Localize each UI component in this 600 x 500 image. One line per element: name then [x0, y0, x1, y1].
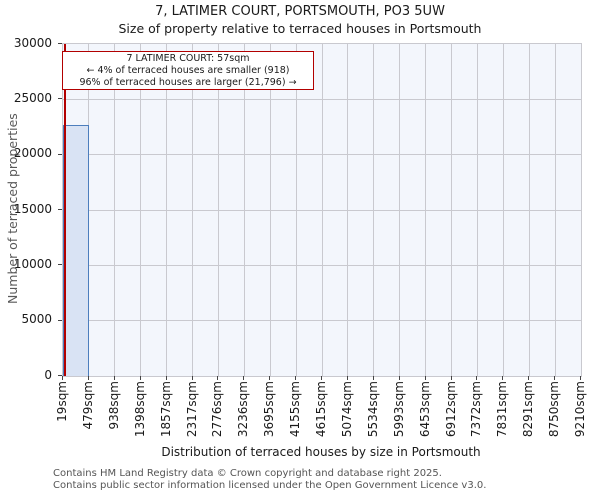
- x-tick-mark: [424, 376, 426, 380]
- x-tick-label: 5074sqm: [339, 381, 354, 438]
- x-tick-label: 7831sqm: [495, 381, 510, 438]
- y-gridline: [63, 98, 581, 100]
- annotation-line-2: ← 4% of terraced houses are smaller (918…: [86, 64, 290, 76]
- chart-subtitle: Size of property relative to terraced ho…: [118, 21, 482, 36]
- x-tick-mark: [165, 376, 167, 380]
- footer-line-1: Contains HM Land Registry data © Crown c…: [53, 468, 442, 479]
- x-tick-mark: [554, 376, 556, 380]
- x-tick-mark: [476, 376, 478, 380]
- property-size-marker-line: [64, 44, 67, 376]
- x-tick-mark: [398, 376, 400, 380]
- y-tick-label: 15000: [13, 201, 52, 216]
- x-axis-label: Distribution of terraced houses by size …: [161, 445, 481, 459]
- x-tick-label: 4615sqm: [314, 381, 328, 438]
- y-tick-label: 10000: [13, 256, 52, 271]
- x-tick-label: 6912sqm: [443, 381, 458, 438]
- y-tick-label: 5000: [21, 312, 52, 327]
- y-tick-mark: [58, 98, 62, 100]
- x-tick-label: 4155sqm: [288, 381, 303, 438]
- x-tick-mark: [269, 376, 271, 380]
- y-tick-mark: [58, 319, 62, 321]
- histogram-bar: [63, 124, 89, 376]
- x-tick-label: 8750sqm: [547, 381, 562, 438]
- x-tick-mark: [113, 376, 115, 380]
- x-tick-mark: [62, 376, 63, 380]
- x-tick-label: 6453sqm: [417, 381, 432, 438]
- x-tick-label: 2317sqm: [184, 381, 199, 438]
- x-tick-label: 2776sqm: [210, 381, 225, 438]
- y-gridline: [63, 209, 581, 211]
- x-tick-mark: [450, 376, 452, 380]
- x-tick-mark: [502, 376, 504, 380]
- x-tick-label: 479sqm: [80, 381, 95, 430]
- x-tick-mark: [528, 376, 530, 380]
- x-tick-mark: [139, 376, 141, 380]
- y-tick-mark: [58, 375, 62, 376]
- y-tick-mark: [58, 153, 62, 155]
- chart-title: 7, LATIMER COURT, PORTSMOUTH, PO3 5UW: [155, 4, 445, 19]
- x-tick-mark: [321, 376, 322, 380]
- y-tick-label: 30000: [13, 35, 52, 50]
- x-tick-label: 9210sqm: [573, 381, 587, 438]
- y-gridline: [63, 154, 581, 156]
- x-tick-mark: [243, 376, 245, 380]
- x-tick-label: 5993sqm: [391, 381, 406, 438]
- y-tick-label: 20000: [13, 146, 52, 161]
- x-tick-label: 938sqm: [106, 381, 121, 430]
- y-tick-mark: [58, 43, 62, 44]
- y-tick-label: 25000: [13, 90, 52, 105]
- x-tick-mark: [191, 376, 193, 380]
- y-tick-mark: [58, 264, 62, 266]
- annotation-line-3: 96% of terraced houses are larger (21,79…: [79, 76, 297, 88]
- x-tick-label: 5534sqm: [365, 381, 380, 438]
- x-tick-mark: [372, 376, 374, 380]
- x-tick-label: 3695sqm: [262, 381, 277, 438]
- copyright-footer: Contains HM Land Registry data © Crown c…: [53, 468, 486, 493]
- x-tick-mark: [580, 376, 581, 380]
- y-gridline: [63, 320, 581, 322]
- x-tick-label: 7372sqm: [469, 381, 484, 438]
- plot-area: 7 LATIMER COURT: 57sqm ← 4% of terraced …: [62, 43, 582, 377]
- annotation-line-1: 7 LATIMER COURT: 57sqm: [126, 53, 250, 64]
- x-tick-label: 19sqm: [55, 381, 69, 422]
- footer-line-2: Contains public sector information licen…: [53, 480, 487, 492]
- y-tick-mark: [58, 209, 62, 210]
- x-tick-mark: [295, 376, 297, 380]
- annotation-box: 7 LATIMER COURT: 57sqm ← 4% of terraced …: [62, 51, 314, 91]
- x-tick-label: 1857sqm: [158, 381, 173, 438]
- y-gridline: [63, 264, 581, 266]
- y-tick-label: 0: [44, 367, 52, 382]
- x-tick-mark: [87, 376, 89, 380]
- x-tick-label: 3236sqm: [236, 381, 251, 438]
- x-tick-label: 8291sqm: [521, 381, 536, 438]
- x-tick-mark: [217, 376, 219, 380]
- x-tick-mark: [346, 376, 348, 380]
- x-tick-label: 1398sqm: [132, 381, 147, 438]
